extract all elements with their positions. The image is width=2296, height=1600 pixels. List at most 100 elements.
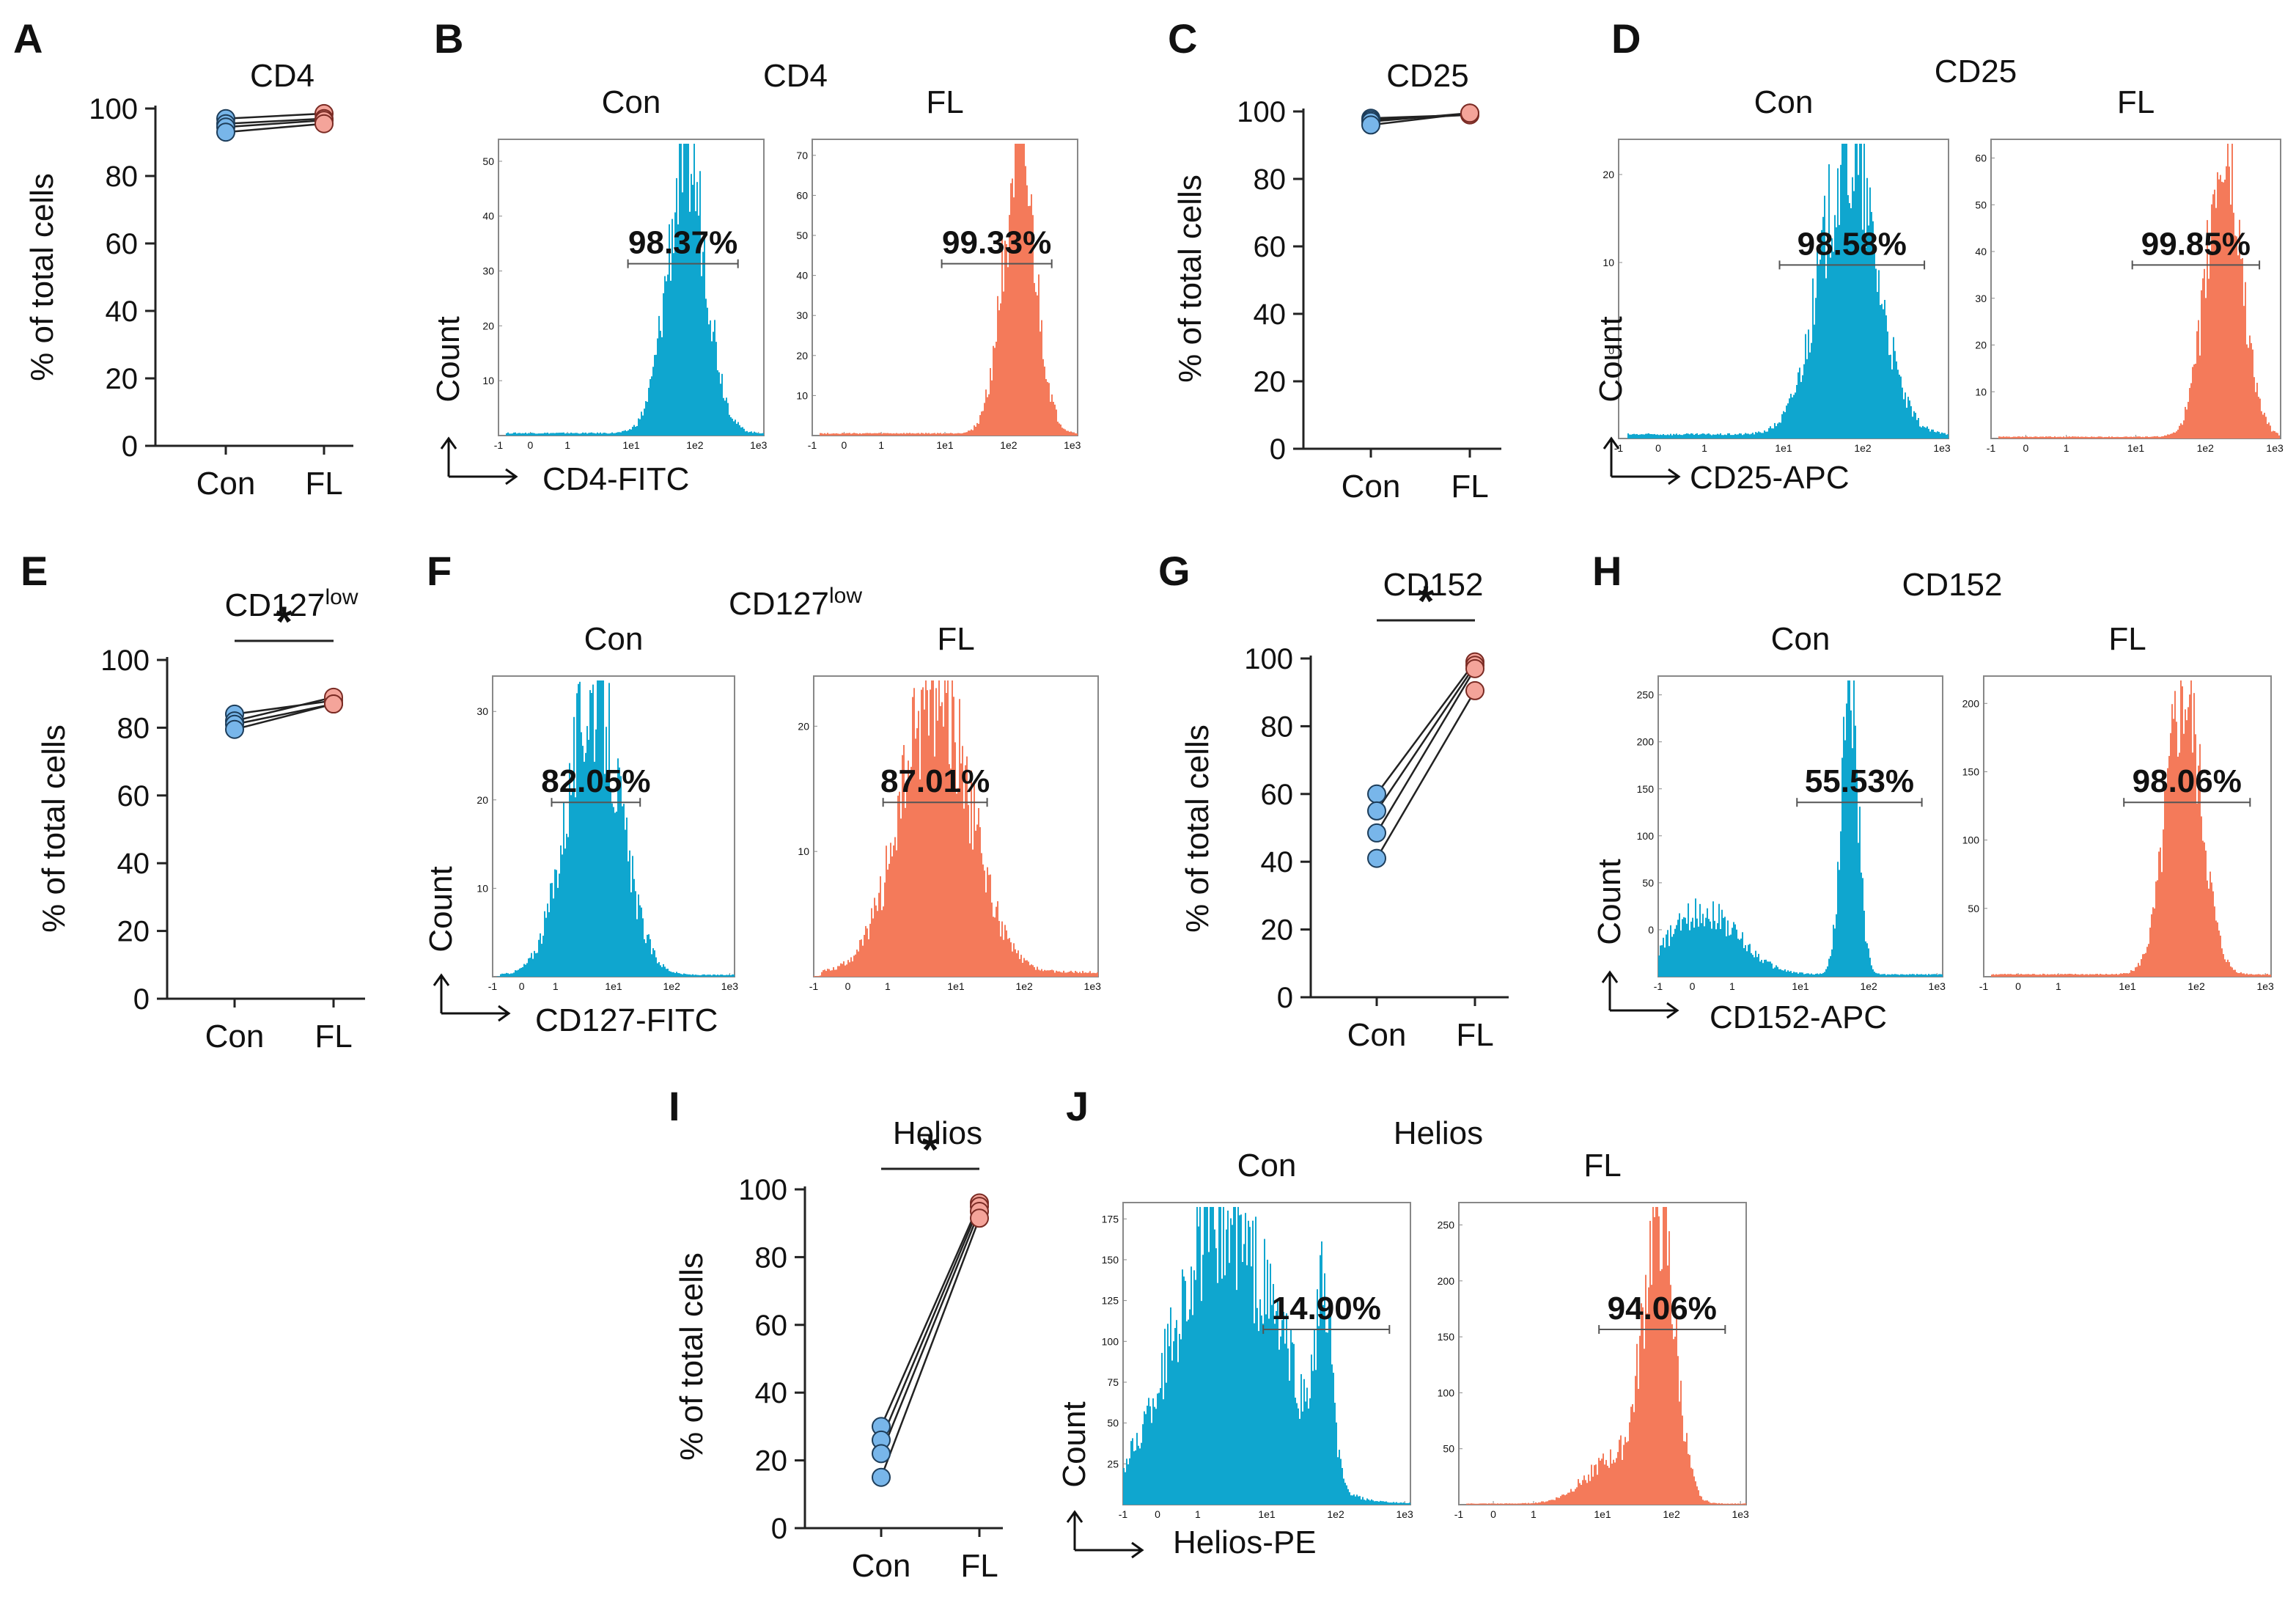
histogram-bar xyxy=(610,790,611,977)
y-axis-arrow xyxy=(1066,1510,1083,1550)
histogram-bar xyxy=(1148,1398,1149,1505)
histogram-bar xyxy=(1226,1229,1227,1505)
histogram-bar xyxy=(2173,719,2174,977)
histogram-bar xyxy=(1604,1464,1605,1505)
histogram-bar xyxy=(720,975,721,977)
chart-title-G-text: CD152 xyxy=(1383,567,1484,603)
histogram-bar xyxy=(952,433,953,436)
histogram-bar xyxy=(1495,1503,1497,1505)
histogram-bar xyxy=(1887,974,1888,977)
histogram-bar xyxy=(1748,944,1749,977)
histogram-bar xyxy=(1186,1321,1188,1505)
pair-line xyxy=(1375,668,1476,834)
histogram-bar xyxy=(667,274,669,436)
histogram-bar xyxy=(1736,1503,1737,1505)
histogram-bar xyxy=(845,433,846,436)
histogram-bar xyxy=(1846,144,1847,438)
histogram-bar xyxy=(1764,959,1765,977)
histogram-bar xyxy=(1667,434,1668,438)
histogram-bar xyxy=(1388,1502,1390,1505)
histogram-bar xyxy=(2122,437,2123,438)
histogram-bar xyxy=(1601,1458,1603,1505)
histogram-bar xyxy=(1712,901,1714,977)
histogram-bar xyxy=(910,766,912,977)
histogram-bar xyxy=(847,960,849,977)
histogram-bar xyxy=(886,433,887,436)
histogram-bar xyxy=(1000,303,1001,436)
histogram-bar xyxy=(2158,851,2160,977)
histogram-bar xyxy=(1501,1503,1503,1505)
histogram-bar xyxy=(1668,1231,1670,1505)
con-point xyxy=(1367,784,1386,804)
histogram-bar xyxy=(1730,1503,1732,1505)
histogram-bar xyxy=(516,970,518,977)
histogram-bar xyxy=(2141,437,2142,438)
histogram-bar xyxy=(2079,975,2080,977)
x-tick-label: 1e3 xyxy=(1933,442,1951,454)
y-axis-arrow xyxy=(440,436,457,477)
histogram-bar xyxy=(710,320,711,436)
histogram-bar xyxy=(849,962,850,977)
y-tick-label: 100 xyxy=(100,645,150,677)
histogram-bar xyxy=(625,829,626,977)
histogram-bar xyxy=(1745,944,1746,977)
histogram-bar xyxy=(1726,936,1727,977)
histogram-bar xyxy=(1000,936,1001,977)
histogram-bar xyxy=(2189,694,2190,977)
histogram-bar xyxy=(1205,1207,1207,1505)
histogram-bar xyxy=(1064,429,1066,436)
histogram-bar xyxy=(2113,437,2114,438)
significance-star: * xyxy=(276,598,292,646)
histogram-bar xyxy=(761,433,762,436)
histogram-bar xyxy=(858,951,859,977)
histogram-bar xyxy=(1061,972,1063,977)
histogram-bar xyxy=(1581,1485,1582,1505)
histogram-bar xyxy=(1720,928,1721,977)
histogram-bar xyxy=(553,898,554,977)
gate-percent: 14.90% xyxy=(1272,1291,1381,1326)
histogram-bar xyxy=(1018,144,1019,436)
histogram-bar xyxy=(1619,1439,1620,1505)
histogram-bar xyxy=(663,964,664,977)
pair-line xyxy=(880,1202,981,1427)
histogram-bar xyxy=(2204,268,2205,438)
histogram-bar xyxy=(1073,432,1075,436)
histogram-bar xyxy=(2132,436,2133,438)
histogram-bar xyxy=(1142,1424,1144,1505)
chart-title-D: CD25 xyxy=(1935,54,2017,89)
y-tick-label: 60 xyxy=(1254,231,1287,263)
histogram-bar xyxy=(1378,1501,1380,1505)
histogram-bar xyxy=(737,422,739,436)
histogram-bar xyxy=(1824,972,1825,977)
y-tick-label: 250 xyxy=(1637,689,1655,701)
histogram-bar xyxy=(1822,216,1824,438)
category-label: Con xyxy=(1347,1017,1407,1053)
histogram-bar xyxy=(881,433,883,436)
histogram-bar xyxy=(689,974,691,977)
histogram-bar xyxy=(1613,1459,1614,1505)
histogram-bar xyxy=(2004,974,2006,977)
y-tick-label: 100 xyxy=(738,1174,787,1206)
histogram-bar xyxy=(2268,975,2270,977)
y-tick-label: 75 xyxy=(1107,1376,1119,1388)
y-tick-label: 10 xyxy=(482,375,494,386)
histogram-bar xyxy=(2070,974,2072,977)
chart-title-A-text: CD4 xyxy=(250,58,314,94)
histogram-bar xyxy=(932,433,934,436)
histogram-bar xyxy=(1583,1475,1585,1505)
histogram-bar xyxy=(946,433,947,436)
count-label: Count xyxy=(1592,859,1627,944)
histogram-bar xyxy=(979,415,981,436)
histogram-bar xyxy=(1786,405,1787,438)
histogram-bar xyxy=(2182,425,2183,438)
histogram-bar xyxy=(1648,433,1649,438)
histogram-bar xyxy=(1746,433,1748,438)
histogram-bar xyxy=(501,973,503,977)
histogram-bar xyxy=(2083,975,2085,977)
histogram-bar xyxy=(581,732,582,977)
histogram-bar xyxy=(850,433,852,436)
histogram-bar xyxy=(2230,205,2231,438)
histogram-bar xyxy=(1768,427,1770,438)
histogram-bar xyxy=(1765,431,1767,438)
